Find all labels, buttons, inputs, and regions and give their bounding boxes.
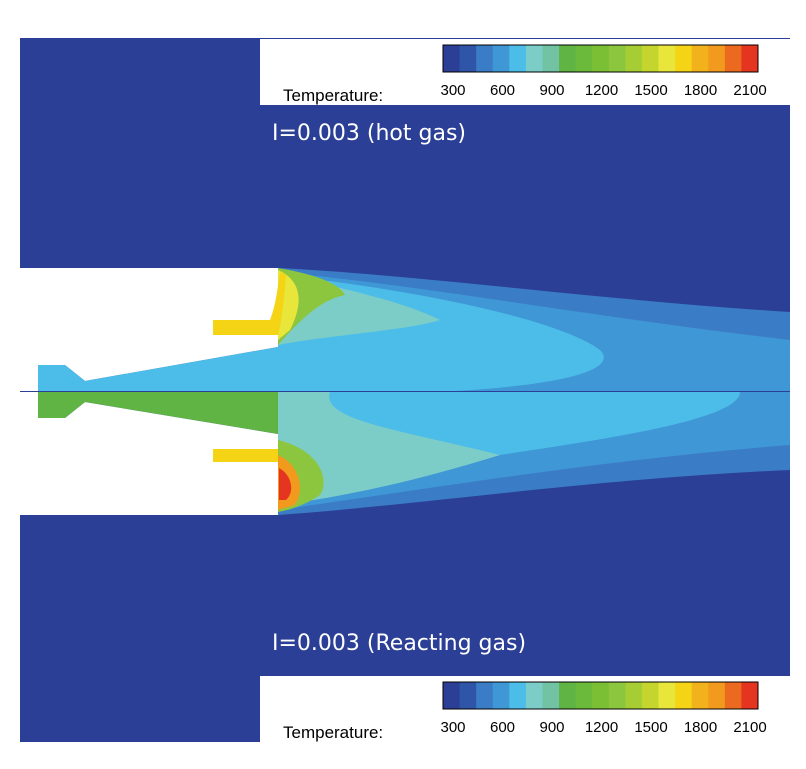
- inlet-bottom: [213, 449, 278, 462]
- colorbar-band: [592, 682, 610, 709]
- inlet-top: [213, 272, 286, 335]
- colorbar-band: [459, 682, 477, 709]
- colorbar-band: [708, 682, 726, 709]
- colorbar-band: [575, 682, 593, 709]
- colorbar-tick: 900: [539, 719, 564, 736]
- colorbar-band: [691, 45, 709, 72]
- colorbar-band: [559, 682, 577, 709]
- colorbar-band: [675, 45, 693, 72]
- colorbar-band: [641, 682, 660, 709]
- colorbar-band: [509, 682, 527, 709]
- colorbar-tick: 900: [539, 82, 564, 99]
- colorbar-tick: 1200: [585, 82, 618, 99]
- colorbar-band: [675, 682, 693, 709]
- colorbar-tick: 1500: [634, 82, 667, 99]
- colorbar-band: [443, 682, 461, 709]
- colorbar-band: [559, 45, 577, 72]
- colorbar-band: [542, 682, 560, 709]
- colorbar-band: [459, 45, 477, 72]
- colorbar-band: [492, 682, 510, 709]
- colorbar-band: [658, 682, 676, 709]
- colorbar-tick: 1800: [684, 82, 717, 99]
- flame: [279, 468, 292, 500]
- colorbar-band: [741, 682, 759, 709]
- legend-title: Temperature:: [283, 86, 383, 105]
- colorbar-tick: 300: [440, 719, 465, 736]
- colorbar-band: [691, 682, 709, 709]
- colorbar-frame: [442, 681, 759, 710]
- colorbar-band: [492, 45, 510, 72]
- colorbar-band: [575, 45, 593, 72]
- colorbar-frame: [442, 44, 759, 73]
- colorbar-band: [476, 45, 494, 72]
- colorbar-band: [542, 45, 560, 72]
- wall: [20, 268, 278, 391]
- colorbar-band: [592, 45, 610, 72]
- colorbar-tick: 300: [440, 82, 465, 99]
- colorbar-band: [525, 682, 543, 709]
- colorbar-band: [708, 45, 726, 72]
- colorbar-tick: 2100: [733, 82, 766, 99]
- colorbar-band: [509, 45, 527, 72]
- wall: [20, 392, 278, 515]
- colorbar-band: [625, 682, 643, 709]
- colorbar-tick: 600: [490, 719, 515, 736]
- colorbar-band: [608, 682, 626, 709]
- colorbar-band: [741, 45, 759, 72]
- injector-flow: [38, 347, 278, 391]
- colorbar-tick: 1500: [634, 719, 667, 736]
- colorbar-tick: 1800: [684, 719, 717, 736]
- panel-label: I=0.003 (Reacting gas): [272, 631, 526, 656]
- colorbar-band: [525, 45, 543, 72]
- colorbar-band: [608, 45, 626, 72]
- colorbar-band: [724, 682, 742, 709]
- colorbar-tick: 2100: [733, 719, 766, 736]
- colorbar-tick: 600: [490, 82, 515, 99]
- colorbar-band: [476, 682, 494, 709]
- legend-title: Temperature:: [283, 723, 383, 742]
- colorbar-band: [443, 45, 461, 72]
- colorbar-band: [724, 45, 742, 72]
- colorbar-band: [641, 45, 660, 72]
- colorbar-band: [658, 45, 676, 72]
- plume-warm: [278, 392, 500, 505]
- panel-label: I=0.003 (hot gas): [272, 121, 466, 146]
- colorbar-band: [625, 45, 643, 72]
- injector-flow: [38, 392, 278, 434]
- colorbar-tick: 1200: [585, 719, 618, 736]
